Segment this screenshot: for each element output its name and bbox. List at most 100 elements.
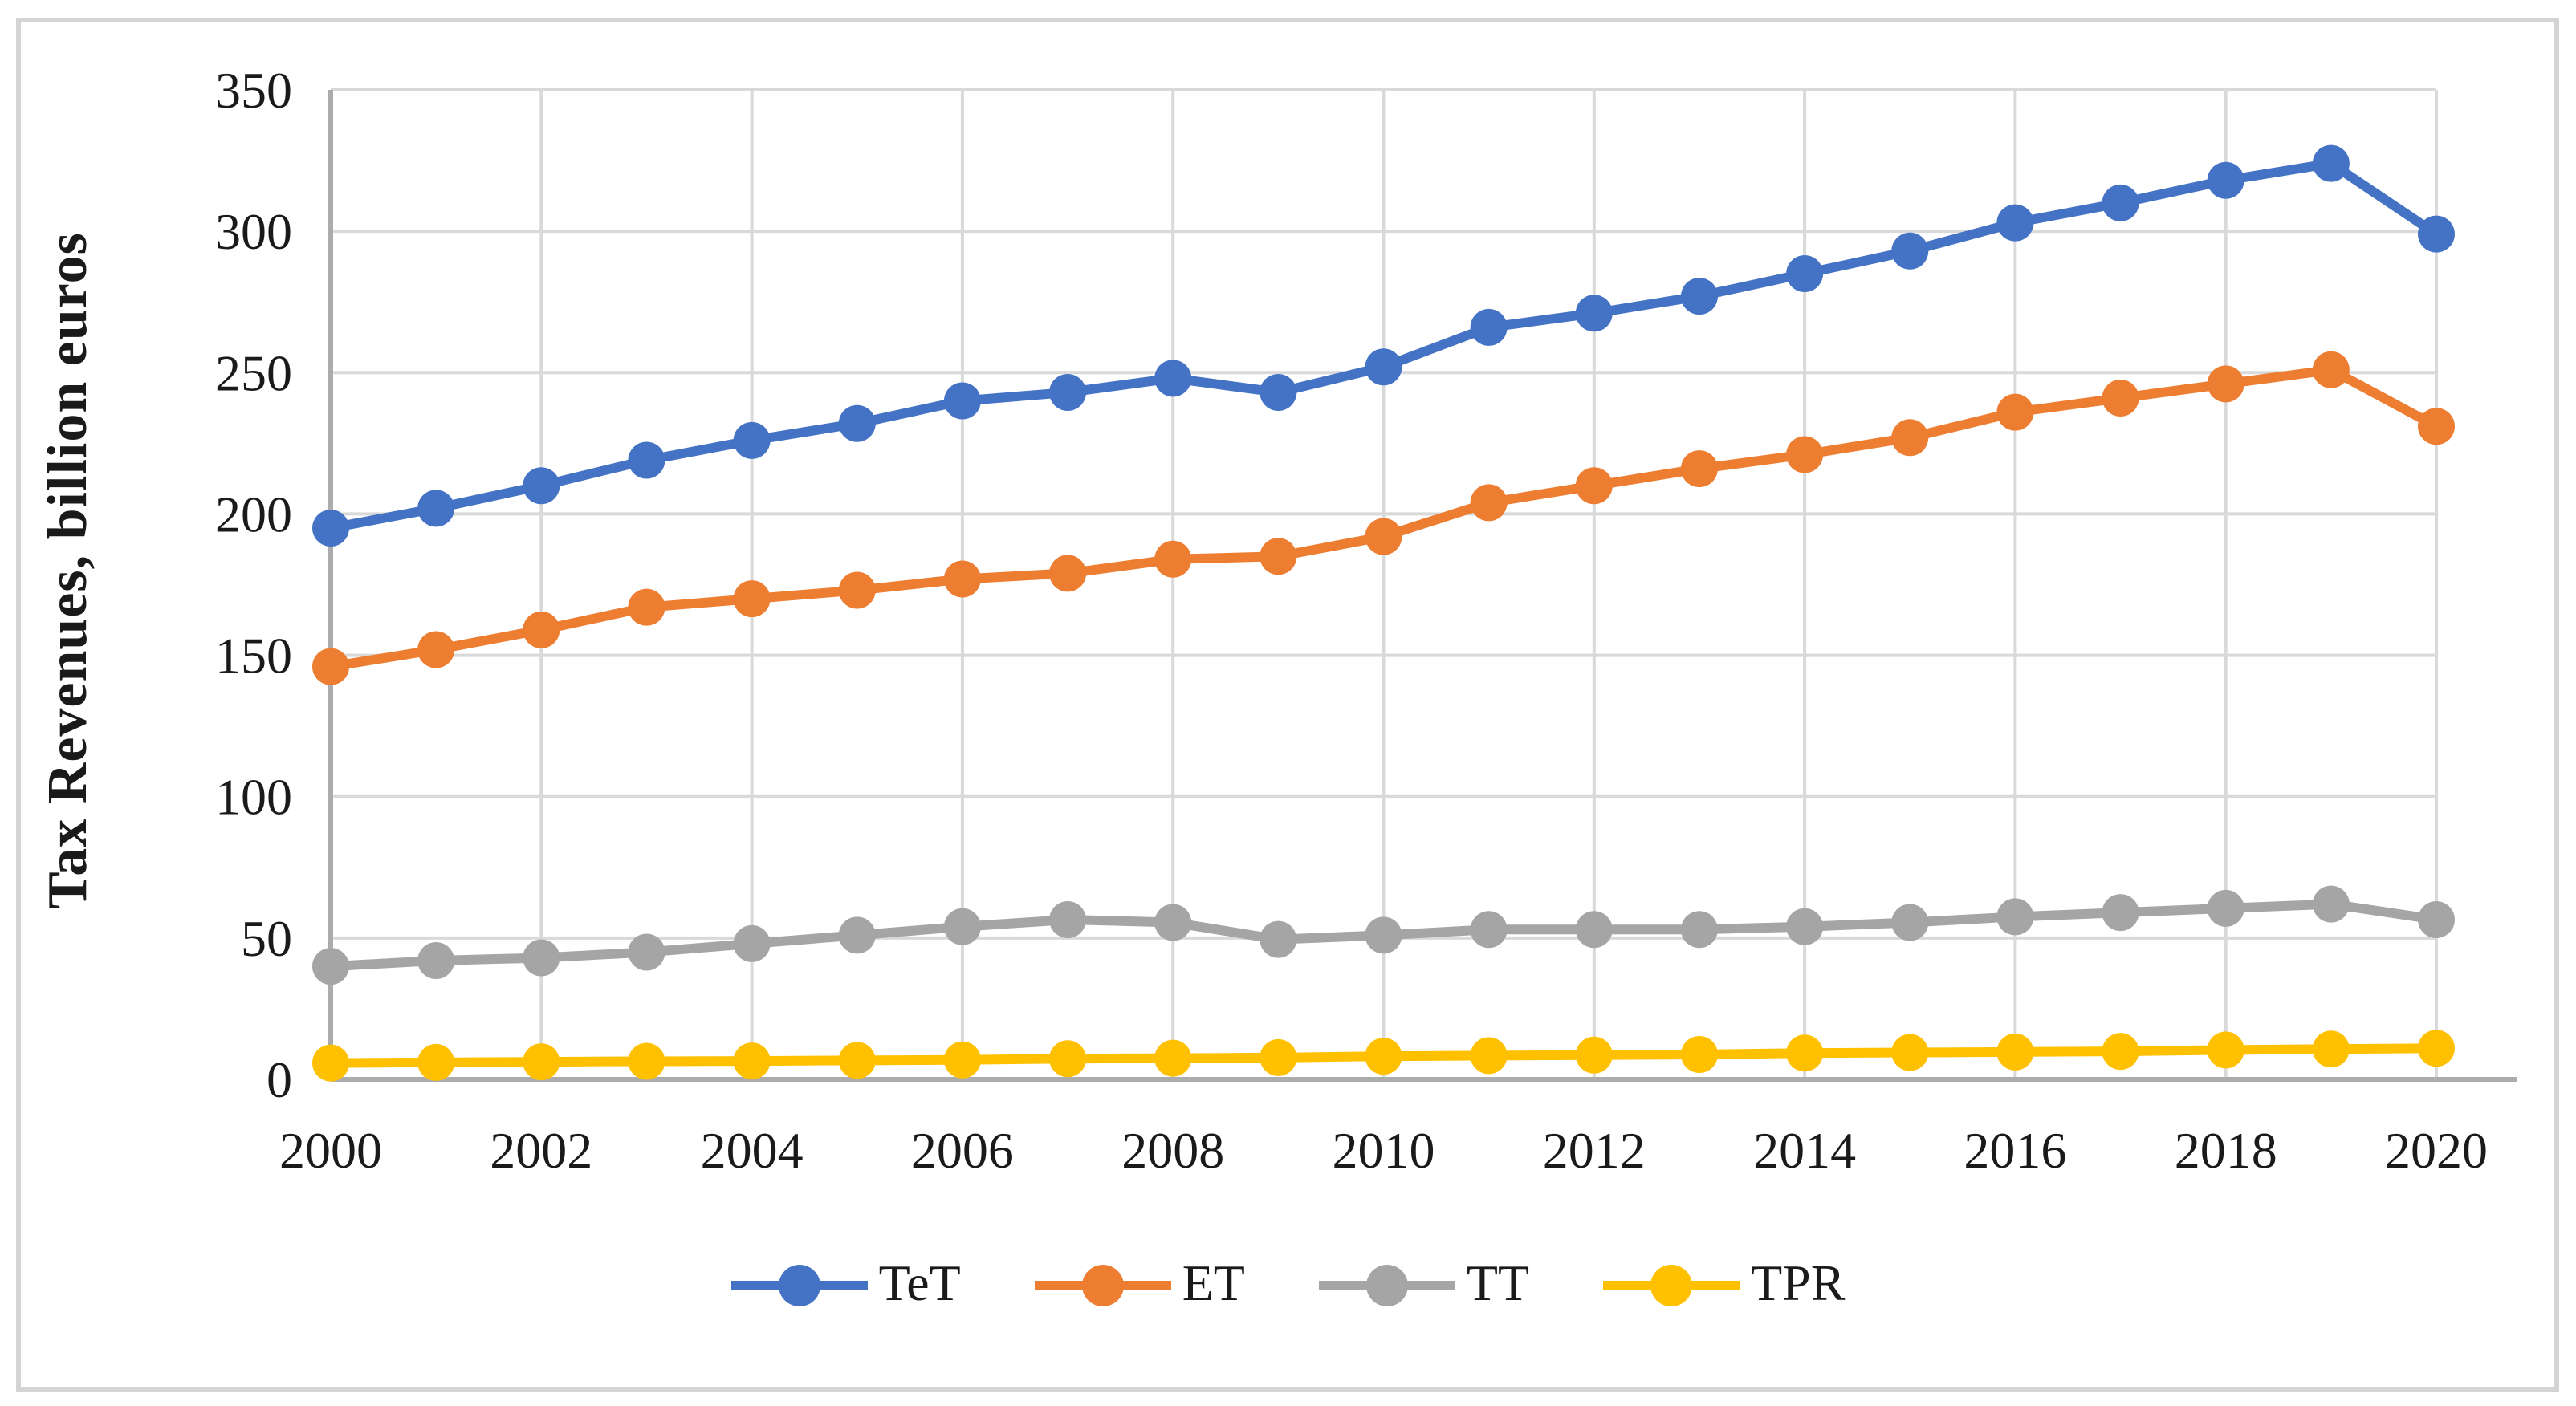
x-tick-label: 2014	[1753, 1122, 1856, 1179]
data-point-TPR-2019	[2312, 1030, 2350, 1068]
data-point-TeT-2014	[1786, 254, 1824, 292]
data-point-ET-2003	[628, 588, 665, 626]
y-tick-label: 50	[241, 910, 292, 967]
x-tick-label: 2012	[1543, 1122, 1646, 1179]
x-tick-label: 2004	[701, 1122, 804, 1179]
data-point-TPR-2015	[1891, 1034, 1929, 1071]
data-point-ET-2006	[943, 560, 981, 598]
data-point-TPR-2007	[1049, 1040, 1087, 1078]
data-point-TeT-2010	[1365, 348, 1402, 386]
data-point-TPR-2018	[2207, 1031, 2244, 1069]
data-point-ET-2002	[523, 611, 560, 648]
data-point-TT-2011	[1470, 911, 1508, 949]
data-point-TT-2012	[1575, 911, 1613, 949]
data-point-ET-2000	[312, 648, 349, 685]
y-tick-label: 200	[215, 486, 292, 542]
data-point-TT-2001	[417, 942, 455, 980]
data-point-TT-2017	[2102, 894, 2139, 932]
data-point-TeT-2006	[943, 382, 981, 420]
data-point-ET-2007	[1049, 555, 1087, 592]
data-point-TPR-2017	[2102, 1033, 2139, 1071]
data-point-TT-2013	[1680, 911, 1718, 949]
data-point-TeT-2017	[2102, 184, 2139, 221]
data-point-TT-2014	[1786, 908, 1824, 945]
data-point-TT-2009	[1260, 920, 1297, 958]
legend-item-et: ET	[1034, 1254, 1245, 1314]
data-point-ET-2019	[2312, 351, 2350, 388]
data-point-TeT-2003	[628, 441, 665, 479]
data-point-TT-2004	[733, 924, 771, 962]
data-point-TT-2007	[1049, 900, 1087, 938]
data-point-ET-2011	[1470, 484, 1508, 522]
x-tick-label: 2020	[2385, 1122, 2488, 1179]
legend-marker-et-icon	[1034, 1265, 1171, 1306]
data-point-TT-2000	[312, 948, 349, 985]
data-point-TT-2018	[2207, 889, 2244, 927]
chart-legend: TeT ET TT TPR	[0, 1237, 2576, 1334]
x-tick-label: 2008	[1121, 1122, 1224, 1179]
legend-marker-tet-icon	[730, 1265, 868, 1306]
data-point-ET-2016	[1996, 393, 2034, 431]
data-point-ET-2015	[1891, 419, 1929, 457]
data-point-TT-2003	[628, 933, 665, 971]
data-point-TT-2020	[2418, 900, 2455, 938]
legend-item-tpr: TPR	[1603, 1258, 1845, 1314]
figure-border	[16, 18, 2559, 1392]
data-point-TPR-2001	[417, 1043, 455, 1081]
data-point-TPR-2004	[733, 1042, 771, 1080]
legend-marker-tpr-icon	[1603, 1265, 1740, 1306]
x-tick-label: 2002	[490, 1122, 592, 1179]
data-point-TeT-2012	[1575, 295, 1613, 332]
x-tick-label: 2018	[2175, 1122, 2277, 1179]
data-point-ET-2017	[2102, 379, 2139, 417]
data-point-TPR-2005	[838, 1042, 876, 1079]
data-point-TT-2002	[523, 939, 560, 977]
data-point-ET-2014	[1786, 436, 1824, 473]
data-point-TeT-2016	[1996, 204, 2034, 242]
data-point-TT-2010	[1365, 916, 1402, 954]
legend-label-et: ET	[1182, 1254, 1245, 1311]
data-point-TPR-2006	[943, 1041, 981, 1079]
data-point-TT-2006	[943, 908, 981, 945]
data-point-TeT-2020	[2418, 215, 2455, 253]
data-point-TT-2019	[2312, 885, 2350, 923]
data-point-TeT-2000	[312, 510, 349, 547]
data-point-TPR-2014	[1786, 1034, 1824, 1072]
data-point-TeT-2019	[2312, 144, 2350, 182]
legend-label-tpr: TPR	[1751, 1254, 1846, 1311]
data-point-TeT-2009	[1260, 373, 1297, 411]
data-point-TeT-2007	[1049, 373, 1087, 411]
data-point-TPR-2008	[1154, 1039, 1192, 1077]
x-tick-label: 2000	[279, 1122, 382, 1179]
data-point-TPR-2003	[628, 1042, 665, 1080]
y-axis-title: Tax Revenues, billion euros	[37, 232, 99, 909]
y-tick-label: 350	[215, 62, 292, 119]
x-tick-label: 2010	[1333, 1122, 1435, 1179]
data-point-TT-2015	[1891, 904, 1929, 941]
data-point-TeT-2001	[417, 490, 455, 527]
y-tick-label: 300	[215, 203, 292, 260]
x-tick-label: 2006	[911, 1122, 1014, 1179]
data-point-ET-2008	[1154, 540, 1192, 578]
data-point-TeT-2018	[2207, 161, 2244, 199]
legend-item-tt: TT	[1318, 1254, 1530, 1314]
data-point-TeT-2015	[1891, 232, 1929, 270]
data-point-TPR-2013	[1680, 1035, 1718, 1073]
data-point-ET-2005	[838, 571, 876, 609]
x-tick-label: 2016	[1964, 1122, 2066, 1179]
data-point-TPR-2000	[312, 1044, 349, 1082]
data-point-TT-2008	[1154, 904, 1192, 941]
data-point-TT-2005	[838, 916, 876, 954]
data-point-TeT-2002	[523, 467, 560, 505]
data-point-ET-2001	[417, 631, 455, 668]
legend-label-tt: TT	[1466, 1254, 1530, 1311]
y-tick-label: 100	[215, 769, 292, 826]
data-point-ET-2004	[733, 580, 771, 618]
legend-item-tet: TeT	[730, 1258, 961, 1314]
data-point-TPR-2020	[2418, 1030, 2455, 1067]
data-point-ET-2009	[1260, 538, 1297, 575]
y-tick-label: 250	[215, 344, 292, 401]
data-point-ET-2013	[1680, 450, 1718, 488]
data-point-TPR-2011	[1470, 1037, 1508, 1075]
